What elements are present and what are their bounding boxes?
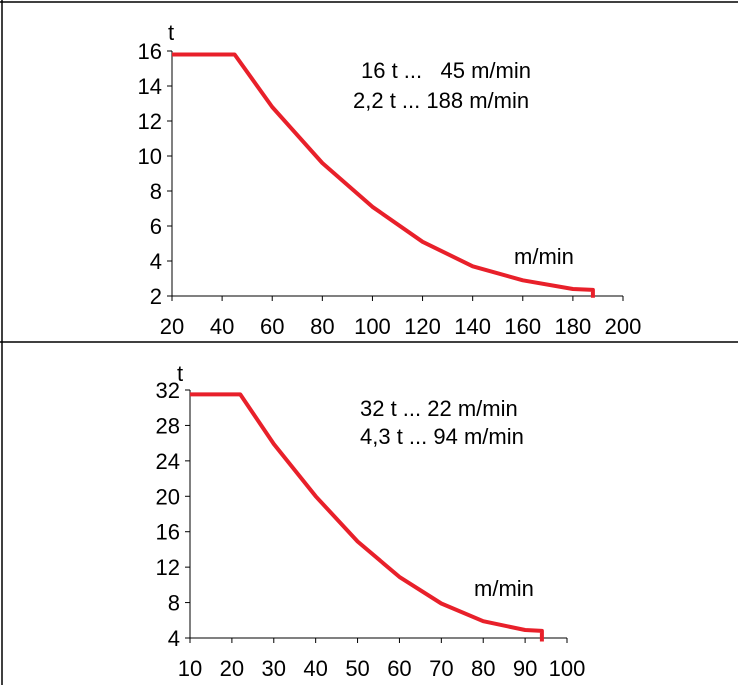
chart-bottom-y-tick-label: 28 xyxy=(156,413,180,438)
chart-bottom-x-tick-label: 70 xyxy=(429,656,453,681)
chart-top-x-tick-label: 80 xyxy=(310,314,334,339)
chart-top-series-line xyxy=(172,52,595,298)
chart-top-y-tick-label: 12 xyxy=(138,109,162,134)
chart-bottom-annotation-1: 32 t ... 22 m/min xyxy=(360,396,518,421)
chart-top-y-tick-label: 14 xyxy=(138,74,162,99)
chart-top-y-tick-label: 10 xyxy=(138,144,162,169)
chart-bottom-x-axis-label: m/min xyxy=(474,576,534,601)
chart-bottom-x-tick-label: 100 xyxy=(549,656,586,681)
chart-top-x-tick-label: 140 xyxy=(454,314,491,339)
chart-bottom-y-axis-label: t xyxy=(177,361,183,386)
chart-bottom-axes xyxy=(189,390,567,639)
chart-top-x-tick-label: 120 xyxy=(404,314,441,339)
chart-bottom-annotation-2: 4,3 t ... 94 m/min xyxy=(360,424,524,449)
chart-bottom-y-tick-label: 24 xyxy=(156,449,180,474)
chart-bottom-x-tick-label: 50 xyxy=(345,656,369,681)
chart-bottom-y-tick-label: 32 xyxy=(156,378,180,403)
chart-top-x-ticks: 20 40 60 80 100 120 140 160 180 200 xyxy=(160,296,642,339)
chart-bottom: 4 8 12 16 20 24 28 32 10 20 30 40 50 60 70 80 90 100 t m… xyxy=(156,361,586,681)
chart-bottom-x-tick-label: 60 xyxy=(387,656,411,681)
chart-top-axes xyxy=(171,51,623,297)
chart-top-annotation-2: 2,2 t ... 188 m/min xyxy=(353,88,529,113)
chart-bottom-x-tick-label: 20 xyxy=(220,656,244,681)
chart-top-x-tick-label: 20 xyxy=(160,314,184,339)
chart-top-x-tick-label: 160 xyxy=(504,314,541,339)
chart-bottom-x-ticks: 10 20 30 40 50 60 70 80 90 100 xyxy=(178,638,586,681)
chart-top-x-axis-label: m/min xyxy=(514,244,574,269)
chart-top-y-tick-label: 4 xyxy=(150,249,162,274)
chart-bottom-y-tick-label: 12 xyxy=(156,555,180,580)
chart-bottom-x-tick-label: 90 xyxy=(513,656,537,681)
chart-bottom-x-tick-label: 30 xyxy=(262,656,286,681)
chart-bottom-y-tick-label: 4 xyxy=(168,626,180,651)
chart-top-x-tick-label: 180 xyxy=(555,314,592,339)
chart-top-y-tick-label: 8 xyxy=(150,179,162,204)
chart-top-annotation-1: 16 t ... 45 m/min xyxy=(361,58,531,83)
chart-bottom-series-line xyxy=(190,392,544,642)
chart-top-x-tick-label: 200 xyxy=(605,314,642,339)
chart-bottom-y-tick-label: 8 xyxy=(168,591,180,616)
chart-bottom-y-tick-label: 20 xyxy=(156,484,180,509)
chart-bottom-y-ticks: 4 8 12 16 20 24 28 32 xyxy=(156,378,190,651)
chart-bottom-series xyxy=(190,392,544,642)
chart-top-x-tick-label: 100 xyxy=(354,314,391,339)
chart-top-y-ticks: 2 4 6 8 10 12 14 16 xyxy=(138,39,172,309)
chart-top-y-tick-label: 6 xyxy=(150,214,162,239)
chart-top-x-tick-label: 60 xyxy=(260,314,284,339)
chart-bottom-x-tick-label: 40 xyxy=(303,656,327,681)
chart-top-y-tick-label: 16 xyxy=(138,39,162,64)
chart-top-y-axis-label: t xyxy=(168,20,174,45)
chart-top-series xyxy=(172,52,595,298)
chart-top-x-tick-label: 40 xyxy=(210,314,234,339)
chart-bottom-x-tick-label: 10 xyxy=(178,656,202,681)
chart-bottom-y-tick-label: 16 xyxy=(156,520,180,545)
chart-bottom-x-tick-label: 80 xyxy=(471,656,495,681)
chart-top-y-tick-label: 2 xyxy=(150,284,162,309)
